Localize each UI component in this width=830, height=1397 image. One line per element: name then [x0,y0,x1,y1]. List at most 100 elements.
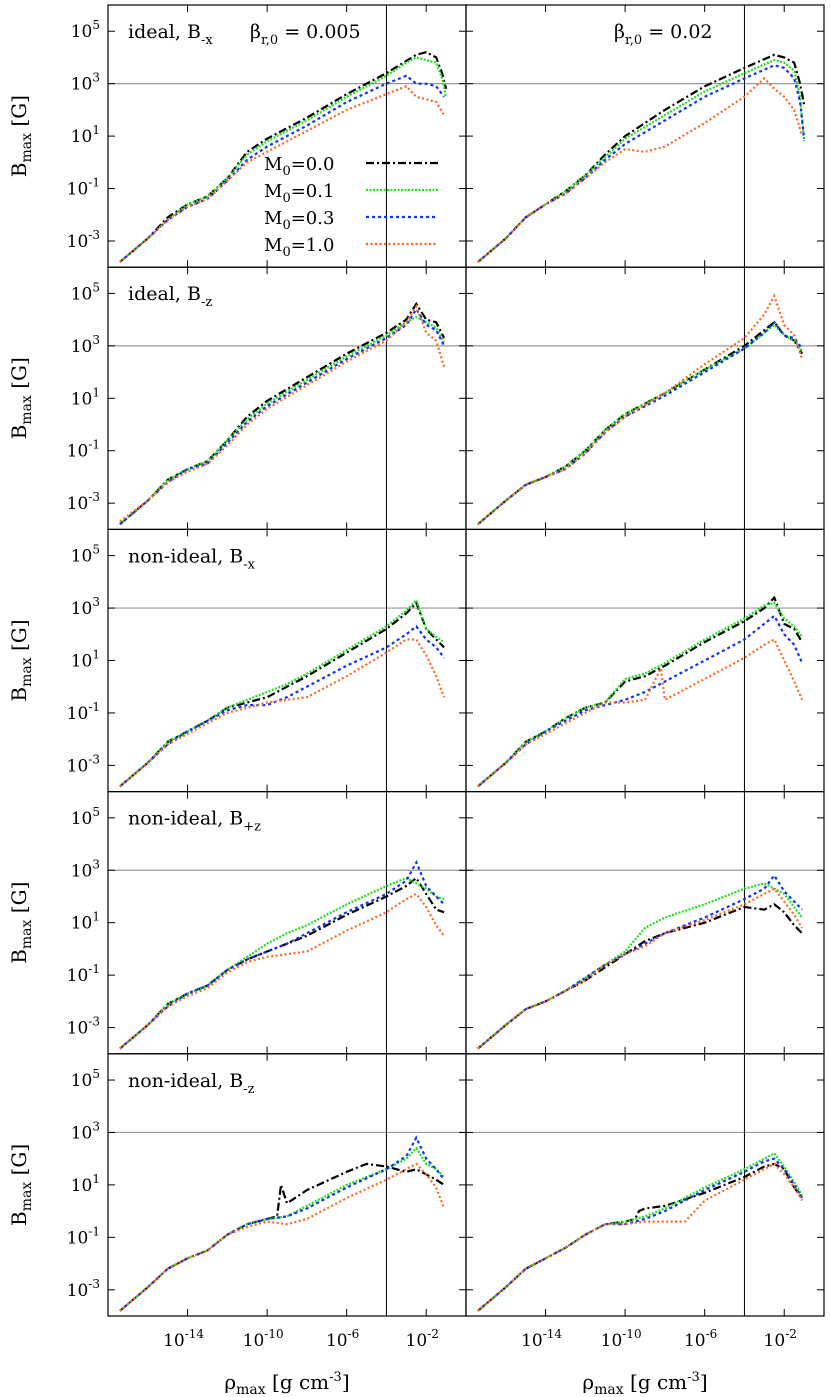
x-axis-title: ρmax [g cm-3] [582,1370,707,1397]
x-tick-label: 10-14 [521,1327,562,1351]
series-line-m0-0-0 [119,1162,445,1312]
column-title: βr,0 = 0.02 [614,21,713,48]
row-label: non-ideal, B-x [128,545,256,572]
x-tick-label: 10-6 [326,1327,359,1351]
x-tick-label: 10-10 [601,1327,642,1351]
series-line-m0-0-3 [477,614,804,788]
y-tick-label: 103 [71,1119,100,1143]
panel-r3-c1 [465,790,825,1055]
panel-r4-c1: 10-14 10-10 10-6 10-2 ρmax [g cm-3] [465,1053,825,1397]
y-tick-label: 10-3 [67,1015,100,1039]
series-line-m0-0-3 [477,64,806,263]
series-line-m0-0-1 [477,1151,804,1312]
y-tick-label: 10-1 [67,1224,100,1248]
panel-frame [107,266,467,531]
y-axis-title: Bmax [G] [7,619,35,701]
y-axis-title: Bmax [G] [7,1144,35,1226]
x-tick-label: 10-2 [406,1327,439,1351]
panel-frame [107,790,467,1055]
series-line-m0-1-0 [477,1162,804,1312]
panel-r0-c1: βr,0 = 0.02 [465,4,825,268]
y-tick-label: 103 [71,857,100,881]
panel-r2-c1 [465,528,825,793]
y-tick-label: 105 [71,280,100,304]
y-axis-title: Bmax [G] [7,95,35,177]
row-label: ideal, B-z [128,283,212,310]
series-line-m0-0-3 [119,624,445,788]
series-line-m0-1-0 [477,637,804,788]
y-tick-label: 105 [71,18,100,42]
series-line-m0-0-1 [477,882,803,1050]
y-tick-label: 101 [71,648,100,672]
y-tick-label: 10-3 [67,490,100,514]
series-line-m0-1-0 [119,85,446,263]
legend-label: M0=1.0 [264,235,334,260]
series-line-m0-0-0 [119,876,445,1050]
series-line-m0-0-1 [119,876,445,1050]
y-tick-label: 10-1 [67,962,100,986]
series-line-m0-0-1 [477,601,803,788]
series-line-m0-0-1 [119,56,448,263]
x-tick-label: 10-6 [684,1327,717,1351]
series-line-m0-0-0 [477,320,804,526]
series-line-m0-0-0 [477,53,806,263]
panel-r1-c0: 10-3 10-1 101 103 105 Bmax [G] ideal, B-z [7,266,467,531]
y-tick-label: 103 [71,333,100,357]
series-line-m0-0-3 [119,74,445,263]
series-line-m0-0-1 [119,315,446,526]
x-tick-label: 10-10 [243,1327,284,1351]
x-tick-label: 10-2 [764,1327,797,1351]
column-title: βr,0 = 0.005 [250,21,361,48]
y-tick-label: 10-3 [67,1277,100,1301]
series-line-m0-0-3 [477,320,803,526]
row-label: non-ideal, B+z [128,808,261,835]
y-tick-label: 105 [71,543,100,567]
panel-r3-c0: 10-3 10-1 101 103 105 Bmax [G] non-ideal, B+z [7,790,467,1055]
panel-frame [107,1053,467,1317]
panel-r1-c1 [465,266,825,531]
series-line-m0-0-1 [477,323,803,526]
y-tick-label: 101 [71,910,100,934]
legend-label: M0=0.0 [264,154,334,179]
x-tick-label: 10-14 [163,1327,204,1351]
y-axis-title: Bmax [G] [7,357,35,439]
row-label: non-ideal, B-z [128,1070,255,1097]
panel-frame [465,1053,825,1317]
series-line-m0-1-0 [477,76,804,263]
series-line-m0-1-0 [119,1162,446,1312]
panel-frame [465,4,825,268]
series-line-m0-0-3 [477,1157,804,1312]
y-axis-title: Bmax [G] [7,882,35,964]
y-tick-label: 103 [71,595,100,619]
panel-r4-c0: 10-3 10-1 101 103 105 Bmax [G] non-ideal, B-z 1… [7,1053,467,1397]
series-line-m0-0-0 [477,902,803,1050]
series-line-m0-1-0 [119,892,445,1050]
legend-label: M0=0.1 [264,181,334,206]
y-tick-label: 101 [71,123,100,147]
series-line-m0-1-0 [119,638,446,788]
series-line-m0-0-1 [119,598,445,788]
series-line-m0-0-3 [119,1135,445,1312]
series-line-m0-0-3 [119,307,446,526]
series-line-m0-0-0 [119,301,446,526]
y-tick-label: 10-1 [67,438,100,462]
series-line-m0-0-0 [119,600,445,788]
panel-r0-c0: 10-3 10-1 101 103 105 Bmax [G] ideal, B-x βr,0 … [7,4,467,268]
x-axis-title: ρmax [g cm-3] [224,1370,349,1397]
y-tick-label: 101 [71,1172,100,1196]
y-tick-label: 105 [71,1067,100,1091]
series-line-m0-0-0 [477,595,804,788]
series-line-m0-1-0 [477,887,804,1050]
y-tick-label: 10-1 [67,700,100,724]
series-line-m0-0-1 [477,58,806,263]
series-line-m0-0-0 [477,1162,803,1312]
row-label: ideal, B-x [128,21,213,48]
legend: M0=0.0M0=0.1M0=0.3M0=1.0 [264,154,438,260]
legend-label: M0=0.3 [264,208,334,233]
y-tick-label: 10-3 [67,228,100,252]
series-line-m0-1-0 [119,304,446,523]
series-line-m0-0-1 [119,1146,445,1312]
y-tick-label: 10-1 [67,176,100,200]
y-tick-label: 101 [71,385,100,409]
